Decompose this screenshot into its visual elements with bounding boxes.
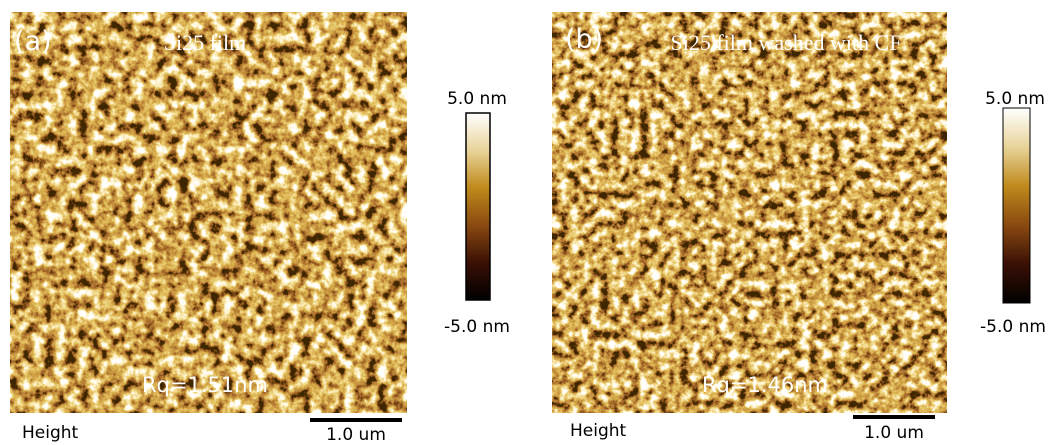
afm-image — [552, 12, 947, 413]
channel: Height — [22, 423, 79, 443]
colorbar-min: -5.0 nm — [980, 317, 1046, 337]
colorbar — [1003, 108, 1030, 303]
panel-label: (a) — [14, 26, 52, 57]
panel-b: (b) Si25 film washed with CF Rq=1.46nm 5… — [552, 12, 1046, 443]
colorbar-min: -5.0 nm — [444, 317, 510, 337]
panel-title: Si25 film — [164, 30, 247, 55]
scale-bar-label: 1.0 um — [326, 425, 386, 445]
colorbar-max: 5.0 nm — [447, 89, 507, 109]
afm-image — [10, 12, 407, 413]
panel-a: (a) Si25 film Rq=1.51nm 5.0 nm -5.0 nm H… — [10, 12, 510, 445]
roughness: Rq=1.46nm — [702, 373, 828, 397]
roughness: Rq=1.51nm — [142, 373, 268, 397]
panel-title: Si25 film washed with CF — [670, 30, 901, 55]
colorbar-max: 5.0 nm — [985, 89, 1045, 109]
colorbar — [466, 113, 490, 300]
panel-label: (b) — [565, 24, 603, 55]
channel: Height — [570, 421, 627, 441]
figure: (a) Si25 film Rq=1.51nm 5.0 nm -5.0 nm H… — [0, 0, 1056, 445]
scale-bar-label: 1.0 um — [864, 423, 924, 443]
